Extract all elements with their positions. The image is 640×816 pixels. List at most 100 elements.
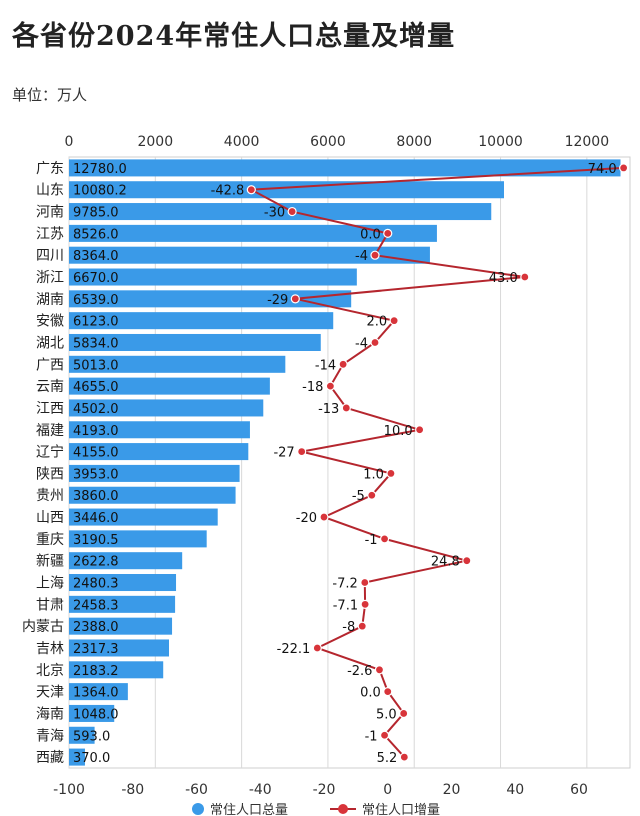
category-label: 河南 (36, 205, 64, 221)
category-label: 重庆 (36, 532, 64, 548)
bar-value-label: 8364.0 (73, 249, 119, 264)
category-label: 北京 (36, 663, 64, 679)
increment-point (319, 512, 329, 522)
increment-point (370, 250, 380, 260)
bar-value-label: 6123.0 (73, 315, 119, 330)
increment-point (338, 359, 348, 369)
bar-value-label: 9785.0 (73, 206, 119, 221)
bar (69, 355, 286, 373)
increment-point (312, 643, 322, 653)
category-label: 甘肃 (36, 597, 64, 613)
increment-value-label: -30 (264, 206, 285, 221)
bottom-tick-label: -40 (249, 782, 272, 798)
bar-value-label: 1048.0 (73, 707, 119, 722)
category-label: 江西 (36, 401, 64, 417)
increment-point (389, 316, 399, 326)
bar-value-label: 4502.0 (73, 402, 119, 417)
increment-value-label: 0.0 (360, 227, 381, 242)
bottom-tick-label: 0 (383, 782, 392, 798)
bar-value-label: 2480.3 (73, 577, 119, 592)
bar (69, 399, 264, 417)
bar (69, 203, 492, 221)
bar (69, 748, 85, 766)
bottom-tick-label: 20 (443, 782, 461, 798)
bar-value-label: 2458.3 (73, 598, 119, 613)
increment-point (383, 687, 393, 697)
top-tick-label: 2000 (137, 134, 173, 150)
category-label: 江苏 (36, 226, 64, 242)
increment-point (360, 599, 370, 609)
bar-value-label: 2622.8 (73, 555, 119, 570)
increment-value-label: -29 (267, 293, 288, 308)
bar-value-label: 370.0 (73, 751, 110, 766)
top-tick-label: 0 (65, 134, 74, 150)
increment-value-label: -20 (296, 511, 317, 526)
bar (69, 333, 321, 351)
category-label: 海南 (36, 706, 64, 722)
category-label: 内蒙古 (22, 619, 64, 635)
bar (69, 421, 250, 439)
bar (69, 595, 176, 613)
bar (69, 246, 430, 264)
legend-label-increment: 常住人口增量 (362, 803, 440, 816)
increment-point (520, 272, 530, 282)
increment-value-label: -7.1 (333, 598, 358, 613)
increment-point (399, 752, 409, 762)
increment-value-label: -42.8 (211, 184, 245, 199)
bar-value-label: 10080.2 (73, 184, 127, 199)
increment-value-label: -1 (365, 533, 378, 548)
bar (69, 683, 128, 701)
increment-point (399, 708, 409, 719)
bar (69, 639, 170, 657)
increment-value-label: 24.8 (431, 555, 460, 570)
category-label: 陕西 (36, 466, 64, 482)
bar (69, 181, 504, 199)
bar-value-label: 4193.0 (73, 424, 119, 439)
category-label: 吉林 (36, 641, 64, 657)
category-label: 西藏 (36, 750, 64, 766)
bar-value-label: 593.0 (73, 729, 110, 744)
category-label: 云南 (36, 379, 64, 395)
bar-value-label: 2183.2 (73, 664, 119, 679)
increment-value-label: -4 (355, 336, 368, 351)
category-label: 福建 (36, 423, 64, 439)
category-label: 新疆 (36, 554, 64, 570)
increment-value-label: 5.0 (376, 707, 397, 722)
category-label: 湖南 (36, 292, 64, 308)
top-tick-label: 8000 (396, 134, 432, 150)
bar (69, 508, 218, 526)
increment-value-label: -27 (273, 446, 294, 461)
bar (69, 574, 177, 592)
chart-title: 各省份2024年常住人口总量及增量 (12, 21, 456, 52)
category-label: 广东 (36, 161, 64, 177)
category-label: 四川 (36, 248, 64, 264)
bar-value-label: 3953.0 (73, 467, 119, 482)
increment-value-label: -2.6 (347, 664, 372, 679)
bar (69, 268, 357, 286)
bar (69, 312, 334, 330)
increment-point (325, 381, 335, 391)
increment-value-label: -22.1 (277, 642, 311, 657)
increment-point (462, 556, 472, 566)
top-tick-label: 6000 (310, 134, 346, 150)
category-label: 浙江 (36, 270, 64, 286)
top-tick-label: 12000 (565, 134, 610, 150)
category-label: 贵州 (36, 488, 64, 504)
increment-value-label: 1.0 (363, 467, 384, 482)
bar (69, 661, 164, 679)
increment-point (386, 468, 396, 479)
legend-marker-total (192, 803, 204, 815)
increment-point (367, 490, 377, 500)
bottom-tick-label: 60 (570, 782, 588, 798)
bottom-tick-label: -60 (185, 782, 208, 798)
increment-value-label: 0.0 (360, 686, 381, 701)
category-label: 广西 (36, 357, 64, 373)
increment-point (383, 228, 393, 238)
increment-point (287, 206, 297, 217)
bar-value-label: 3860.0 (73, 489, 119, 504)
category-label: 山西 (36, 510, 64, 526)
bar-value-label: 5013.0 (73, 358, 119, 373)
increment-value-label: 5.2 (377, 751, 398, 766)
